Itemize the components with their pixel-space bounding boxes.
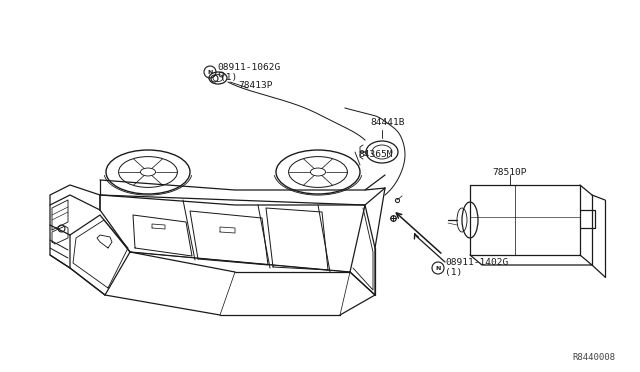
Text: 78413P: 78413P [238,81,273,90]
Text: N: N [207,70,212,74]
Text: (1): (1) [445,268,462,277]
Text: (1): (1) [220,73,237,82]
Text: N: N [435,266,441,270]
Text: 78510P: 78510P [492,168,527,177]
Text: 84365M: 84365M [358,150,392,159]
Text: 84441B: 84441B [370,118,404,127]
Text: 08911-1402G: 08911-1402G [445,258,508,267]
Text: R8440008: R8440008 [572,353,615,362]
Text: 08911-1062G: 08911-1062G [217,63,280,72]
